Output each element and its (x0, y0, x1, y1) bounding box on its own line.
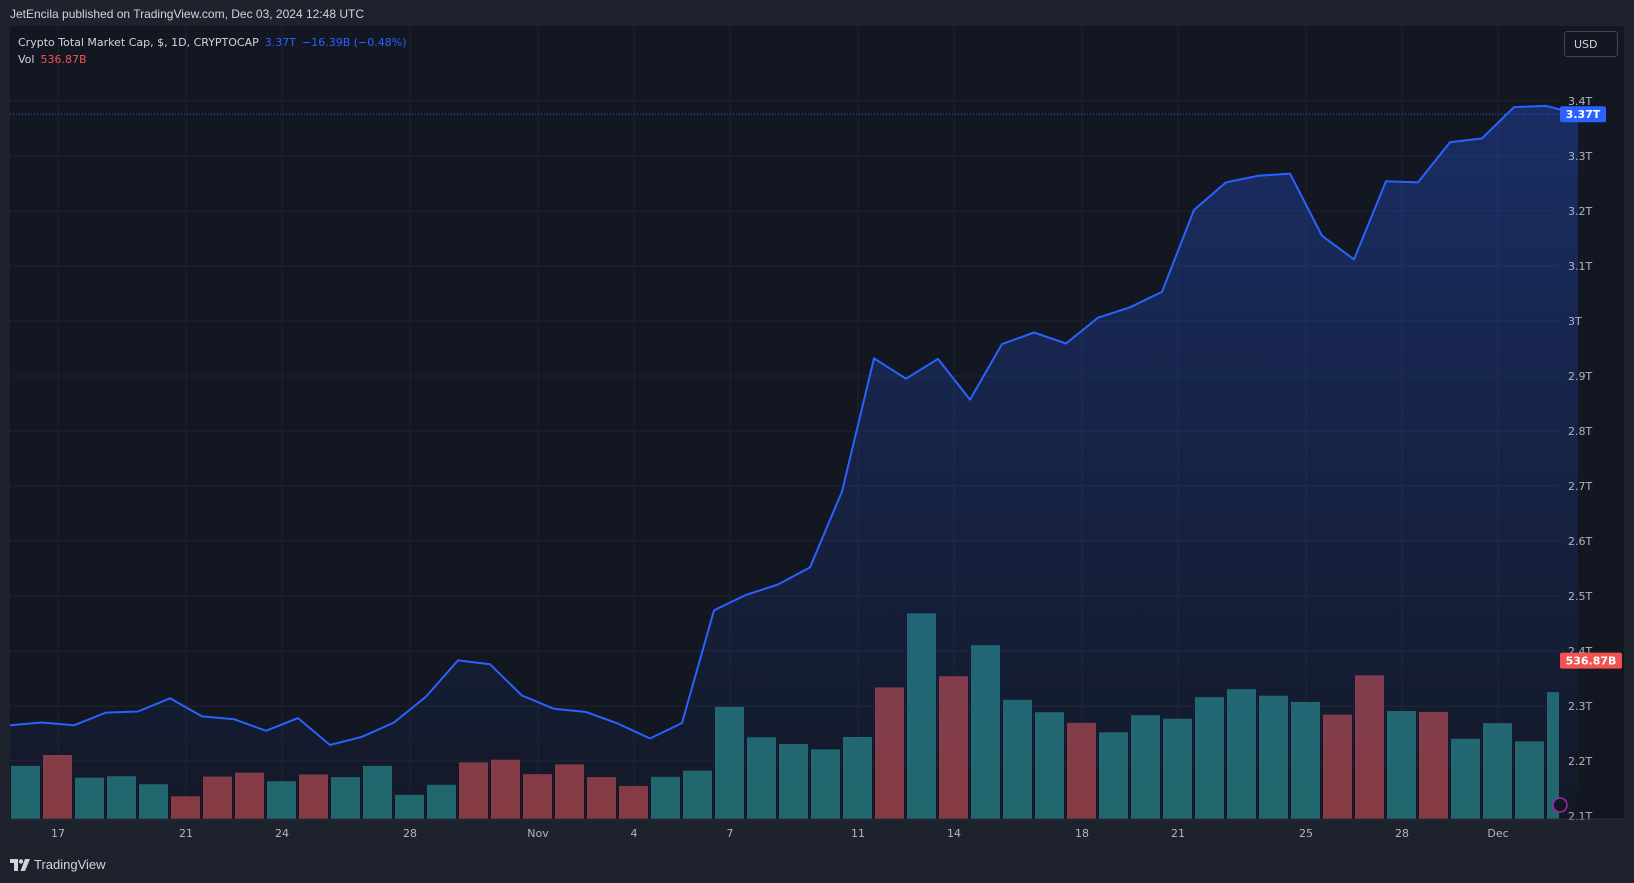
legend-volume-row[interactable]: Vol 536.87B (18, 51, 407, 68)
price-axis-label: 2.7T (1568, 480, 1592, 493)
tradingview-logo-icon (10, 858, 30, 871)
price-badges: 3.37T 536.87B (1560, 106, 1622, 669)
time-axis-label: 28 (403, 827, 417, 840)
volume-value: 536.87B (40, 53, 87, 66)
time-axis-label: 25 (1299, 827, 1313, 840)
price-area (9, 104, 1579, 819)
price-axis[interactable]: 2.1T2.2T2.3T2.4T2.5T2.6T2.7T2.8T2.9T3T3.… (1568, 95, 1592, 823)
time-axis-label: 21 (1171, 827, 1185, 840)
legend: Crypto Total Market Cap, $, 1D, CRYPTOCA… (18, 34, 407, 68)
price-axis-label: 2.2T (1568, 755, 1592, 768)
legend-change: −16.39B (−0.48%) (302, 36, 407, 49)
price-axis-label: 2.9T (1568, 370, 1592, 383)
time-axis[interactable]: 17 21 24 28 Nov 4 7 11 14 18 21 25 28 Dec (10, 818, 1624, 840)
time-axis-label: 24 (275, 827, 289, 840)
price-axis-label: 3T (1568, 315, 1582, 328)
price-axis-label: 2.5T (1568, 590, 1592, 603)
time-axis-label: Nov (527, 827, 549, 840)
event-marker-icon[interactable] (1552, 797, 1568, 813)
price-axis-label: 2.3T (1568, 700, 1592, 713)
price-line (9, 104, 1579, 746)
legend-price: 3.37T (264, 36, 296, 49)
time-axis-label: 11 (851, 827, 865, 840)
price-axis-label: 3.3T (1568, 150, 1592, 163)
price-axis-label: 2.8T (1568, 425, 1592, 438)
price-axis-label: 3.2T (1568, 205, 1592, 218)
currency-button[interactable]: USD (1564, 31, 1618, 57)
time-axis-label: 28 (1395, 827, 1409, 840)
brand-name: TradingView (34, 857, 106, 872)
price-axis-label: 3.1T (1568, 260, 1592, 273)
last-volume-badge (1560, 652, 1622, 669)
time-axis-label: 4 (631, 827, 638, 840)
last-price-badge-label: 3.37T (1566, 108, 1601, 121)
time-axis-label: Dec (1487, 827, 1508, 840)
legend-symbol-row[interactable]: Crypto Total Market Cap, $, 1D, CRYPTOCA… (18, 34, 407, 51)
symbol-title: Crypto Total Market Cap, $, 1D, CRYPTOCA… (18, 36, 259, 49)
price-axis-label: 2.6T (1568, 535, 1592, 548)
tradingview-brand[interactable]: TradingView (10, 857, 106, 872)
publication-header: JetEncila published on TradingView.com, … (10, 7, 364, 21)
volume-label: Vol (18, 53, 35, 66)
price-axis-label: 2.1T (1568, 810, 1592, 823)
price-axis-label: 3.4T (1568, 95, 1592, 108)
time-axis-label: 21 (179, 827, 193, 840)
last-price-badge (1560, 106, 1606, 123)
time-axis-label: 14 (947, 827, 961, 840)
last-volume-badge-label: 536.87B (1566, 655, 1617, 668)
time-axis-label: 7 (727, 827, 734, 840)
time-axis-label: 17 (51, 827, 65, 840)
time-axis-label: 18 (1075, 827, 1089, 840)
price-area-fill (10, 105, 1578, 819)
